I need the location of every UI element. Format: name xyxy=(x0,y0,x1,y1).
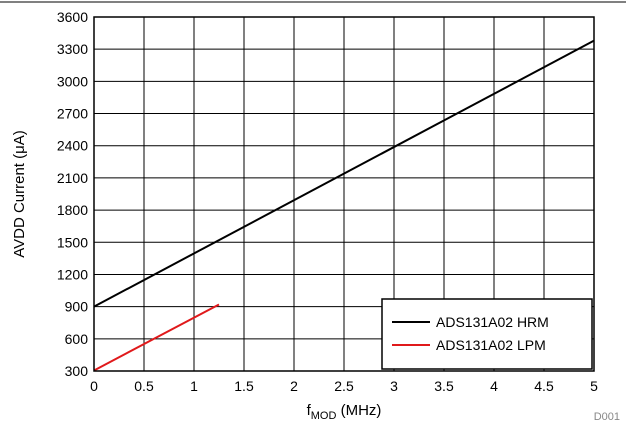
legend-label-lpm: ADS131A02 LPM xyxy=(436,337,546,353)
y-axis-label: AVDD Current (μA) xyxy=(11,130,28,258)
y-tick-label: 2400 xyxy=(57,138,88,154)
x-tick-label: 0.5 xyxy=(134,378,154,394)
x-tick-label: 1 xyxy=(190,378,198,394)
y-tick-label: 1200 xyxy=(57,266,88,282)
y-tick-label: 1800 xyxy=(57,202,88,218)
plot-frame xyxy=(93,16,595,372)
x-axis-label-unit: (MHz) xyxy=(336,402,381,419)
x-tick-label: 3 xyxy=(390,378,398,394)
x-axis-label-subscript: MOD xyxy=(311,410,337,422)
x-tick-label: 4.5 xyxy=(534,378,554,394)
y-tick-label: 3300 xyxy=(57,41,88,57)
series-line-lpm xyxy=(93,303,220,372)
y-tick-label: 3600 xyxy=(57,9,88,25)
legend-box xyxy=(381,298,593,370)
x-axis-label: fMOD (MHz) xyxy=(307,402,382,422)
y-tick-label: 300 xyxy=(65,363,89,379)
series-line-hrm xyxy=(93,39,595,308)
y-tick-label: 2100 xyxy=(57,170,88,186)
x-tick-label: 4 xyxy=(490,378,498,394)
legend-label-hrm: ADS131A02 HRM xyxy=(436,314,549,330)
x-tick-label: 2 xyxy=(290,378,298,394)
x-axis-label-main: f xyxy=(307,402,312,419)
x-tick-label: 5 xyxy=(590,378,598,394)
y-tick-label: 3000 xyxy=(57,73,88,89)
series-lines xyxy=(93,39,595,372)
y-tick-label: 600 xyxy=(65,331,89,347)
legend: ADS131A02 HRM ADS131A02 LPM xyxy=(381,298,593,370)
y-tick-labels: 300 600 900 1200 1500 1800 2100 2400 2700 3000 330… xyxy=(57,9,88,379)
y-tick-label: 1500 xyxy=(57,234,88,250)
y-tick-label: 900 xyxy=(65,299,89,315)
x-tick-label: 0 xyxy=(90,378,98,394)
x-tick-label: 2.5 xyxy=(334,378,354,394)
x-tick-label: 1.5 xyxy=(234,378,254,394)
x-tick-labels: 0 0.5 1 1.5 2 2.5 3 3.5 4 4.5 5 xyxy=(90,378,598,394)
y-tick-label: 2700 xyxy=(57,106,88,122)
figure-id: D001 xyxy=(594,411,620,423)
x-tick-label: 3.5 xyxy=(434,378,454,394)
